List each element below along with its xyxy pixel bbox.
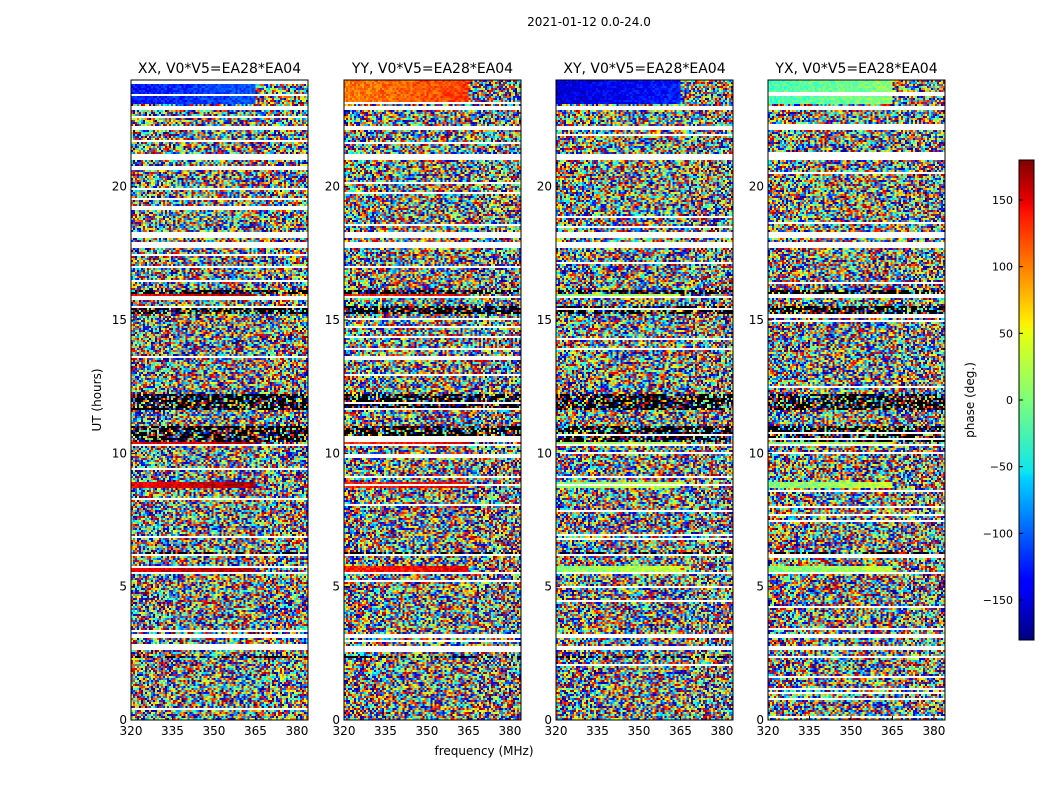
y-tick-label: 10: [749, 446, 764, 460]
y-tick-label: 20: [749, 180, 764, 194]
heatmap-panel-1: [344, 80, 521, 720]
x-tick-label: 350: [203, 724, 226, 738]
x-tick-label: 350: [416, 724, 439, 738]
colorbar-tick-label: −50: [990, 461, 1013, 474]
y-tick-label: 0: [544, 713, 552, 727]
y-tick-label: 15: [537, 313, 552, 327]
x-axis-label: frequency (MHz): [434, 744, 533, 758]
y-tick-label: 0: [332, 713, 340, 727]
y-tick-label: 15: [112, 313, 127, 327]
x-tick-label: 350: [628, 724, 651, 738]
x-tick-label: 380: [922, 724, 945, 738]
heatmap-panel-2: [556, 80, 733, 720]
y-tick-label: 20: [325, 180, 340, 194]
colorbar-tick-label: −150: [983, 594, 1013, 607]
y-tick-label: 10: [325, 446, 340, 460]
panel-frame-2: [555, 79, 734, 721]
x-tick-label: 320: [120, 724, 143, 738]
y-tick-label: 5: [332, 580, 340, 594]
colorbar-tick-label: 100: [992, 261, 1013, 274]
panels-group: XX, V0*V5=EA28*EA04 320 335 350 365 380 0 5 10 15…: [112, 61, 946, 738]
y-tick-label: 5: [544, 580, 552, 594]
figure-suptitle: 2021-01-12 0.0-24.0: [527, 15, 651, 29]
x-tick-label: 365: [457, 724, 480, 738]
colorbar-tick-label: 0: [1006, 394, 1013, 407]
x-tick-label: 320: [333, 724, 356, 738]
colorbar-label: phase (deg.): [963, 362, 977, 438]
colorbar-tick-label: 50: [999, 327, 1013, 340]
y-tick-label: 15: [325, 313, 340, 327]
x-tick-label: 380: [285, 724, 308, 738]
y-tick-label: 0: [119, 713, 127, 727]
x-tick-label: 335: [161, 724, 184, 738]
panel-frame-1: [343, 79, 522, 721]
x-tick-label: 365: [881, 724, 904, 738]
x-tick-label: 335: [586, 724, 609, 738]
x-tick-label: 365: [244, 724, 267, 738]
panel-title-0: XX, V0*V5=EA28*EA04: [138, 61, 301, 77]
panel-title-2: XY, V0*V5=EA28*EA04: [563, 61, 725, 77]
y-tick-label: 5: [119, 580, 127, 594]
y-tick-label: 20: [112, 180, 127, 194]
x-tick-label: 335: [798, 724, 821, 738]
y-tick-label: 0: [756, 713, 764, 727]
x-tick-label: 320: [757, 724, 780, 738]
x-tick-label: 335: [374, 724, 397, 738]
panel-title-1: YY, V0*V5=EA28*EA04: [351, 61, 513, 77]
y-axis-label: UT (hours): [90, 368, 104, 431]
y-tick-label: 10: [112, 446, 127, 460]
colorbar-tick-label: −100: [983, 527, 1013, 540]
colorbar-tick-label: 150: [992, 194, 1013, 207]
panel-title-3: YX, V0*V5=EA28*EA04: [774, 61, 937, 77]
colorbar-ticks: 150 100 50 0 −50 −100 −150: [983, 194, 1023, 607]
heatmap-panel-0: [131, 80, 308, 720]
panel-frame-3: [767, 79, 946, 721]
y-tick-label: 15: [749, 313, 764, 327]
heatmap-panel-3: [768, 80, 945, 720]
x-tick-label: 365: [669, 724, 692, 738]
x-tick-label: 320: [545, 724, 568, 738]
panel-frame-0: [130, 79, 309, 721]
y-tick-label: 5: [756, 580, 764, 594]
x-tick-label: 380: [498, 724, 521, 738]
y-tick-label: 20: [537, 180, 552, 194]
x-tick-label: 380: [710, 724, 733, 738]
x-tick-label: 350: [840, 724, 863, 738]
y-tick-label: 10: [537, 446, 552, 460]
